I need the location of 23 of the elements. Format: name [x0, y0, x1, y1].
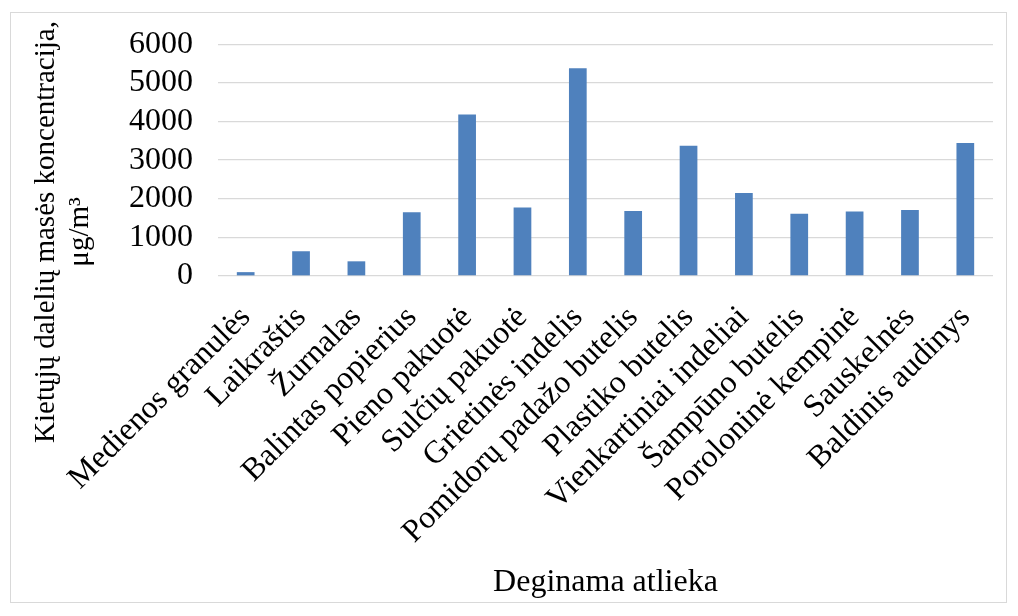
bar [790, 213, 809, 276]
bar [347, 261, 366, 276]
bar [956, 143, 975, 276]
y-tick-label: 3000 [129, 139, 193, 176]
bar [236, 272, 255, 276]
bar [513, 207, 532, 276]
bar [568, 68, 587, 276]
bar [845, 211, 864, 276]
y-tick-label: 1000 [129, 216, 193, 253]
y-tick-label: 5000 [129, 62, 193, 99]
bar [292, 251, 310, 276]
y-tick-label: 6000 [129, 23, 193, 60]
bar [624, 211, 643, 276]
x-axis-title: Deginama atlieka [493, 562, 718, 599]
y-tick-label: 2000 [129, 178, 193, 215]
bar [901, 209, 919, 276]
y-tick-label: 4000 [129, 100, 193, 137]
bar [458, 114, 476, 276]
bar [735, 192, 753, 276]
bar [402, 212, 421, 276]
bar [679, 145, 698, 276]
y-axis-title: Kietųjų dalelių masės koncentracija, μg/m³ [27, 21, 94, 443]
y-tick-label: 0 [177, 255, 193, 292]
